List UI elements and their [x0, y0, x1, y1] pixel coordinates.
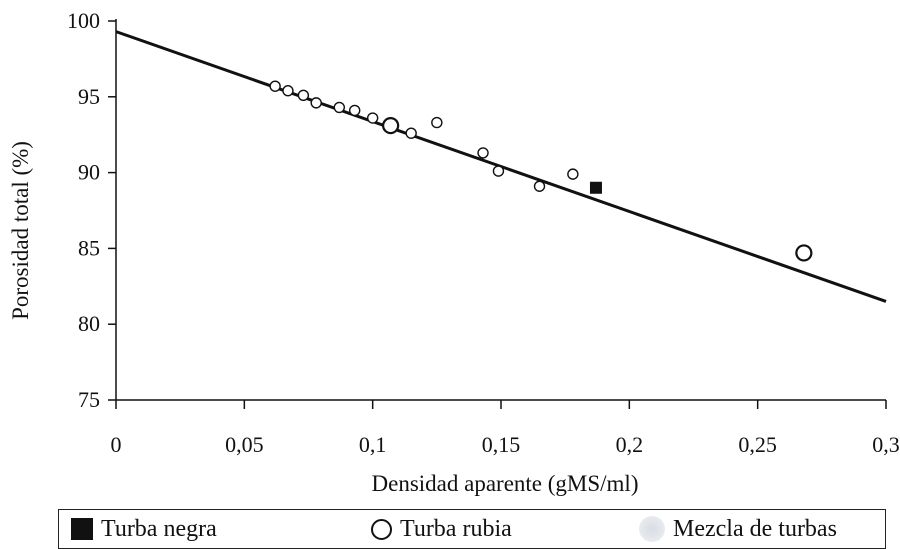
y-tick-label: 90: [78, 160, 100, 185]
grey-circle-icon: [639, 516, 665, 542]
turba-rubia-point: [382, 117, 400, 135]
legend-label: Turba rubia: [400, 515, 512, 542]
x-tick-label: 0: [111, 432, 122, 457]
legend-item-turba-negra: Turba negra: [71, 510, 217, 548]
turba-rubia-point: [297, 89, 310, 101]
y-tick-label: 80: [78, 311, 100, 336]
turba-rubia-point: [310, 97, 322, 109]
y-axis-title: Porosidad total (%): [8, 141, 33, 320]
legend: Turba negra Turba rubia Mezcla de turbas: [58, 509, 886, 549]
axes: 75 80 85 90 95 100 0 0,05 0,1 0,15 0,2 0,25 0,3: [67, 8, 900, 457]
scatter-chart: 75 80 85 90 95 100 0 0,05 0,1 0,15 0,2 0,25 0,3 Dens…: [8, 8, 900, 496]
legend-label: Turba negra: [101, 515, 217, 542]
turba-rubia-point: [349, 104, 361, 117]
legend-item-turba-rubia: Turba rubia: [371, 510, 512, 548]
points-layer: [269, 80, 813, 262]
y-tick-label: 95: [78, 84, 100, 109]
legend-label: Mezcla de turbas: [673, 515, 837, 542]
turba-rubia-point: [405, 127, 417, 139]
x-tick-label: 0,1: [359, 432, 387, 457]
turba-negra-point: [589, 181, 602, 194]
turba-rubia-point: [282, 85, 294, 97]
turba-rubia-point: [431, 116, 443, 129]
open-circle-icon: [371, 518, 392, 540]
x-axis-title: Densidad aparente (gMS/ml): [372, 471, 639, 496]
x-tick-label: 0,15: [482, 432, 521, 457]
turba-rubia-point: [795, 244, 813, 262]
legend-item-mezcla-de-turbas: Mezcla de turbas: [639, 510, 837, 548]
turba-rubia-point: [366, 112, 379, 124]
turba-rubia-point: [333, 101, 345, 114]
x-tick-label: 0,25: [738, 432, 777, 457]
y-tick-label: 100: [67, 8, 100, 33]
turba-rubia-point: [492, 165, 505, 177]
filled-square-icon: [71, 518, 93, 540]
turba-rubia-point: [567, 168, 579, 180]
turba-rubia-point: [477, 147, 489, 159]
x-tick-label: 0,3: [872, 432, 900, 457]
turba-rubia-point: [533, 180, 546, 192]
y-tick-label: 75: [78, 387, 100, 412]
x-tick-label: 0,2: [616, 432, 644, 457]
turba-rubia-point: [269, 80, 281, 92]
y-tick-label: 85: [78, 235, 100, 260]
x-tick-label: 0,05: [225, 432, 264, 457]
